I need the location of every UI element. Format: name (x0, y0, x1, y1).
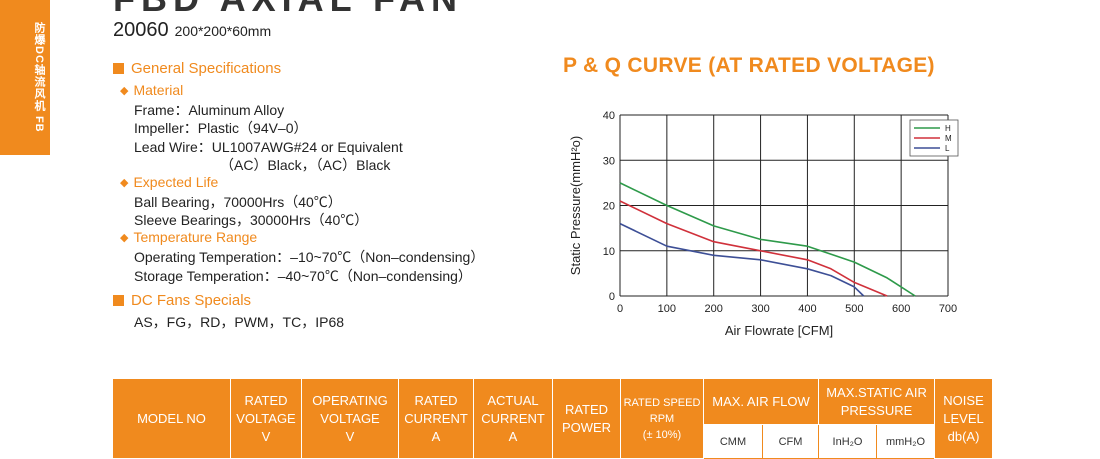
pq-curve-chart: 0 100 200 300 400 500 600 700 0 10 20 30 40 Air Flowr… (568, 110, 959, 338)
x-axis-label: Air Flowrate [CFM] (725, 323, 833, 338)
temperature-heading: ◆ Temperature Range (120, 229, 258, 245)
x-tick-label: 400 (798, 303, 816, 315)
model-line: 20060 200*200*60mm (113, 19, 271, 42)
square-bullet-icon (113, 295, 124, 306)
legend-label-l: L (945, 144, 950, 153)
subheader-cfm: CFM (761, 424, 820, 459)
x-tick-label: 300 (751, 303, 769, 315)
header-noise-level: NOISE LEVEL db(A) (934, 378, 994, 459)
ball-bearing-spec: Ball Bearing，70000Hrs（40℃） (134, 194, 342, 210)
diamond-bullet-icon: ◆ (120, 85, 129, 97)
header-max-static-pressure: MAX.STATIC AIR PRESSURE (818, 378, 936, 425)
diamond-bullet-icon: ◆ (120, 232, 129, 244)
y-tick-label: 10 (603, 246, 615, 258)
model-number: 20060 (113, 19, 169, 41)
diamond-bullet-icon: ◆ (120, 177, 129, 189)
legend-label-m: M (945, 134, 952, 143)
lead-wire-spec: Lead Wire：UL1007AWG#24 or Equivalent (134, 139, 403, 155)
header-rated-current: RATED CURRENT A (398, 378, 474, 459)
legend-label-h: H (945, 124, 951, 133)
material-heading: ◆ Material (120, 82, 184, 98)
x-tick-label: 600 (892, 303, 910, 315)
x-tick-label: 700 (939, 303, 957, 315)
product-title: FBD AXIAL FAN (113, 0, 463, 20)
x-tick-label: 200 (705, 303, 723, 315)
spec-table: MODEL NO RATED VOLTAGE V OPERATING VOLTAGE V… (112, 378, 994, 459)
dc-specials-list: AS，FG，RD，PWM，TC，IP68 (134, 314, 345, 330)
expected-life-heading: ◆ Expected Life (120, 174, 219, 190)
subheader-mmh2o: mmH₂O (876, 424, 936, 459)
sleeve-bearing-spec: Sleeve Bearings，30000Hrs（40℃） (134, 212, 369, 228)
header-model-no: MODEL NO (112, 378, 231, 459)
header-rated-speed: RATED SPEED RPM (± 10%) (620, 378, 704, 459)
chart-title: P & Q CURVE (AT RATED VOLTAGE) (563, 54, 935, 77)
header-rated-voltage: RATED VOLTAGE V (230, 378, 302, 459)
side-tab-label: 防爆DC轴流风机 FB (33, 22, 45, 133)
header-max-air-flow: MAX. AIR FLOW (702, 378, 820, 425)
storage-temp-spec: Storage Temperation：–40~70℃（Non–condensi… (134, 268, 472, 284)
series-line-h (619, 182, 916, 297)
impeller-spec: Impeller：Plastic（94V–0） (134, 120, 308, 136)
y-tick-label: 40 (603, 110, 615, 122)
lead-wire-colors: （AC）Black，（AC）Black (220, 157, 391, 173)
frame-spec: Frame：Aluminum Alloy (134, 102, 285, 118)
x-tick-label: 500 (845, 303, 863, 315)
y-tick-label: 0 (609, 291, 615, 303)
y-tick-label: 20 (603, 201, 615, 213)
side-tab: 防爆DC轴流风机 FB (0, 0, 50, 155)
header-actual-current: ACTUAL CURRENT A (473, 378, 553, 459)
header-operating-voltage: OPERATING VOLTAGE V (301, 378, 399, 459)
square-bullet-icon (113, 63, 124, 74)
subheader-cmm: CMM (703, 424, 763, 459)
operating-temp-spec: Operating Temperation：–10~70℃（Non–conden… (134, 249, 485, 265)
dimensions: 200*200*60mm (174, 23, 272, 39)
subheader-inh2o: InH₂O (818, 424, 878, 459)
x-tick-label: 100 (658, 303, 676, 315)
y-tick-label: 30 (603, 155, 615, 167)
series-line-l (619, 222, 865, 297)
general-specs-heading: General Specifications (113, 60, 281, 77)
dc-specials-heading: DC Fans Specials (113, 292, 251, 309)
x-tick-label: 0 (617, 303, 623, 315)
series-line-m (619, 200, 888, 297)
header-rated-power: RATED POWER (552, 378, 621, 459)
y-axis-label: Static Pressure(mmH²o) (568, 136, 583, 275)
